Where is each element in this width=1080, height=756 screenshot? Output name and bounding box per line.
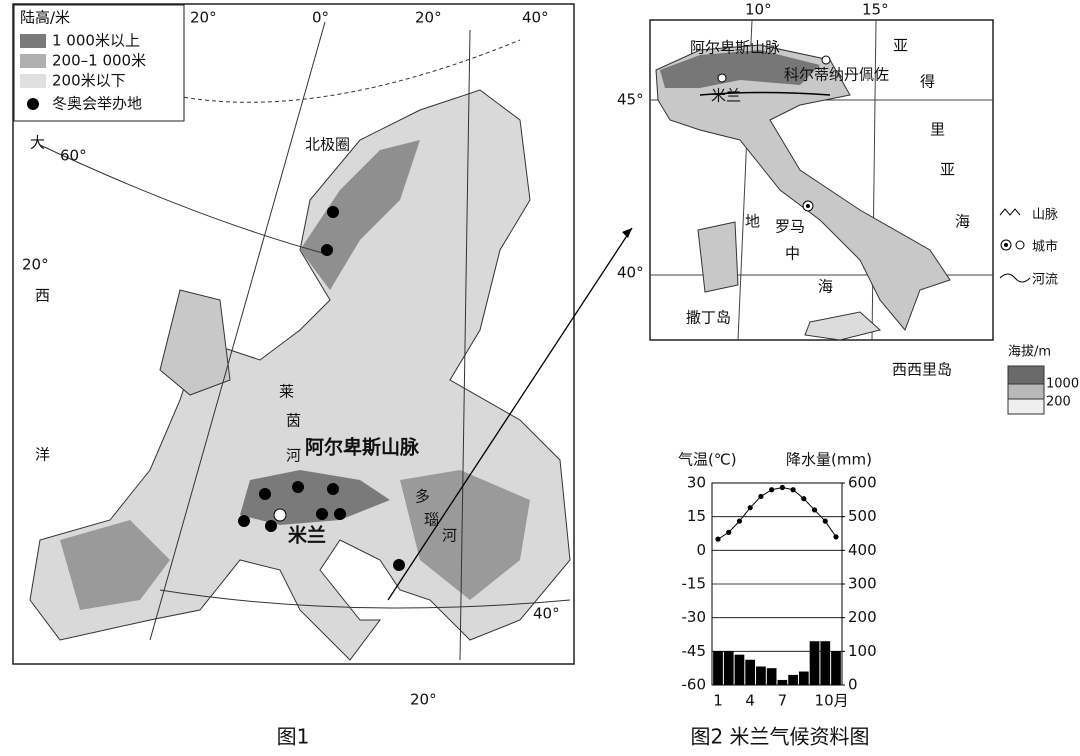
temperature-point: [769, 487, 775, 493]
y-tick-label: -45: [682, 642, 707, 660]
map-label: 45°: [617, 91, 644, 109]
map-label: 阿尔卑斯山脉: [690, 39, 780, 57]
legend-item: 山脉: [1032, 208, 1058, 223]
x-tick-label: 10月: [815, 692, 849, 710]
map-label: 中: [785, 245, 800, 263]
y-tick-label: -60: [682, 676, 707, 694]
y2-tick-label: 600: [848, 474, 877, 492]
map-label: 40°: [522, 9, 549, 27]
map-label: 地: [745, 213, 760, 231]
y2-tick-label: 300: [848, 575, 877, 593]
map-label: 海: [955, 213, 970, 231]
map-label: 亚: [940, 161, 955, 179]
legend-item: 1 000米以上: [52, 32, 140, 50]
legend-item: 河流: [1032, 273, 1058, 288]
y2-tick-label: 200: [848, 608, 877, 626]
temperature-point: [801, 496, 807, 502]
map-label: 莱: [279, 383, 294, 401]
y2-tick-label: 100: [848, 642, 877, 660]
x-tick-label: 7: [778, 692, 788, 710]
map-label: 罗马: [775, 218, 805, 236]
precip-bar: [788, 674, 798, 685]
temperature-line: [717, 486, 837, 540]
map-label: 多: [415, 488, 430, 506]
map-label: 20°: [22, 256, 49, 274]
precip-bar: [831, 651, 841, 685]
temperature-point: [790, 487, 796, 493]
map-label: 40°: [533, 605, 560, 623]
map-label: 大: [30, 134, 45, 152]
x-tick-label: 4: [745, 692, 755, 710]
y2-tick-label: 400: [848, 541, 877, 559]
map-label: 西西里岛: [892, 361, 952, 379]
y-tick-label: 30: [687, 474, 706, 492]
map-label: 得: [920, 73, 935, 91]
temperature-point: [822, 518, 828, 524]
map-label: 科尔蒂纳丹佩佐: [784, 66, 889, 84]
map-label: 20°: [415, 9, 442, 27]
legend-item: 200–1 000米: [52, 52, 146, 70]
precip-bar: [777, 679, 788, 685]
y2-tick-label: 500: [848, 507, 877, 525]
y-tick-label: 0: [696, 541, 706, 559]
map-label: 0°: [312, 9, 329, 27]
map-label: 撒丁岛: [686, 309, 731, 327]
map-label: 10°: [745, 1, 772, 19]
map-label: 米兰: [711, 87, 741, 105]
legend-item: 1000: [1046, 377, 1079, 392]
map-label: 河: [286, 447, 301, 465]
legend-item: 城市: [1032, 239, 1058, 255]
y2-axis-title: 降水量(mm): [786, 451, 872, 469]
precip-bar: [798, 671, 809, 685]
y-axis-title: 气温(℃): [678, 451, 737, 469]
legend-item: 冬奥会举办地: [52, 95, 142, 113]
map-label: 河: [442, 527, 457, 545]
legend-title: 海拔/m: [1008, 345, 1051, 360]
map-label: 海: [818, 278, 833, 296]
y-tick-label: -30: [682, 608, 707, 626]
temperature-point: [758, 493, 764, 500]
x-tick-label: 1: [713, 692, 723, 710]
y2-tick-label: 0: [848, 676, 858, 694]
map-label: 亚: [893, 37, 908, 55]
precip-bar: [713, 651, 723, 685]
precip-bar: [809, 641, 820, 685]
map-label: 阿尔卑斯山脉: [305, 436, 420, 459]
map-label: 西: [35, 287, 50, 305]
y-tick-label: 15: [687, 507, 706, 525]
map-label: 瑙: [424, 511, 439, 529]
map-italy: [649, 19, 1045, 415]
temperature-point: [747, 505, 753, 511]
map-label: 里: [930, 121, 945, 139]
precip-bar: [734, 654, 745, 685]
precip-bar: [820, 641, 831, 685]
map-label: 20°: [410, 691, 437, 709]
legend-item: 200: [1046, 395, 1071, 410]
map-label: 茵: [286, 412, 301, 430]
map-europe: [12, 3, 575, 665]
temperature-point: [736, 518, 743, 524]
temperature-point: [811, 507, 818, 513]
precip-bar: [766, 668, 777, 685]
y-tick-label: -15: [682, 575, 707, 593]
temperature-point: [779, 484, 785, 491]
caption: 图2 米兰气候资料图: [690, 725, 869, 749]
temperature-point: [715, 536, 721, 542]
map-label: 15°: [862, 1, 889, 19]
temperature-point: [833, 534, 839, 540]
precip-bar: [756, 666, 766, 685]
map-label: 20°: [190, 9, 217, 27]
map-label: 洋: [35, 446, 50, 464]
map-label: 40°: [617, 264, 644, 282]
temperature-point: [726, 529, 732, 535]
map-label: 60°: [60, 147, 87, 165]
legend-item: 200米以下: [52, 72, 126, 90]
map-label: 米兰: [288, 524, 326, 547]
legend-title: 陆高/米: [20, 9, 70, 27]
map-label: 北极圈: [305, 136, 350, 154]
precip-bar: [745, 659, 756, 685]
precip-bar: [723, 651, 734, 685]
caption: 图1: [277, 725, 310, 749]
